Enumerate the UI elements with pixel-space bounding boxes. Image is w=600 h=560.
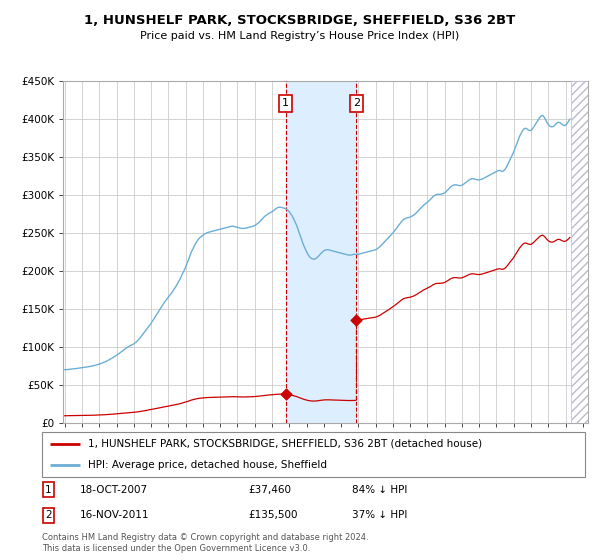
Text: 1: 1 — [45, 485, 52, 495]
Text: Contains HM Land Registry data © Crown copyright and database right 2024.
This d: Contains HM Land Registry data © Crown c… — [42, 533, 368, 553]
Text: 84% ↓ HPI: 84% ↓ HPI — [352, 485, 407, 495]
Text: Price paid vs. HM Land Registry’s House Price Index (HPI): Price paid vs. HM Land Registry’s House … — [140, 31, 460, 41]
Text: 1, HUNSHELF PARK, STOCKSBRIDGE, SHEFFIELD, S36 2BT: 1, HUNSHELF PARK, STOCKSBRIDGE, SHEFFIEL… — [85, 14, 515, 27]
Text: HPI: Average price, detached house, Sheffield: HPI: Average price, detached house, Shef… — [88, 460, 327, 470]
Text: £135,500: £135,500 — [248, 510, 298, 520]
Text: 18-OCT-2007: 18-OCT-2007 — [80, 485, 148, 495]
Text: 16-NOV-2011: 16-NOV-2011 — [80, 510, 149, 520]
Text: 1, HUNSHELF PARK, STOCKSBRIDGE, SHEFFIELD, S36 2BT (detached house): 1, HUNSHELF PARK, STOCKSBRIDGE, SHEFFIEL… — [88, 438, 482, 449]
Text: £37,460: £37,460 — [248, 485, 292, 495]
Bar — [571, 81, 588, 423]
Text: 1: 1 — [282, 99, 289, 109]
Text: 2: 2 — [353, 99, 360, 109]
Point — [352, 315, 361, 324]
Point — [281, 390, 290, 399]
Text: 37% ↓ HPI: 37% ↓ HPI — [352, 510, 407, 520]
Bar — [286, 81, 356, 423]
FancyBboxPatch shape — [42, 432, 585, 477]
Text: 2: 2 — [45, 510, 52, 520]
